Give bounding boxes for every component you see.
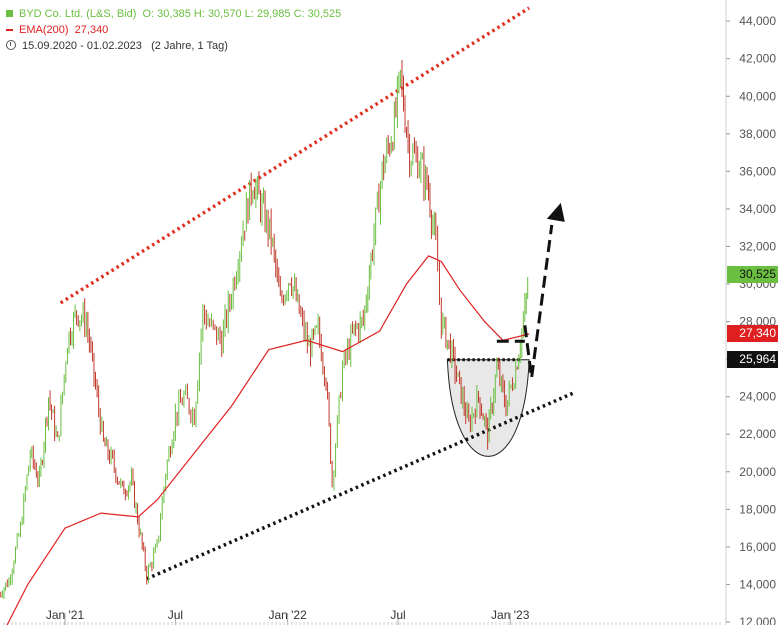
y-tick-label: 24,000 [739, 390, 776, 404]
chart-legend: BYD Co. Ltd. (L&S, Bid) O: 30,385 H: 30,… [6, 6, 341, 54]
y-tick-label: 36,000 [739, 164, 776, 178]
y-tick-label: 16,000 [739, 540, 776, 554]
projection-dashed-path [523, 224, 554, 379]
price-series [0, 59, 529, 599]
instrument-title: BYD Co. Ltd. (L&S, Bid) [19, 8, 137, 20]
y-tick-label: 14,000 [739, 577, 776, 591]
x-tick-label: Jul [390, 608, 405, 622]
pattern-overlays [59, 6, 575, 581]
cup-pattern-shape [446, 359, 530, 457]
y-tick-label: 22,000 [739, 427, 776, 441]
y-tick-label: 42,000 [739, 52, 776, 66]
y-tick-label: 34,000 [739, 202, 776, 216]
y-tick-label: 18,000 [739, 502, 776, 516]
range-note: (2 Jahre, 1 Tag) [151, 40, 228, 52]
clock-icon [6, 40, 16, 50]
last-price-badge: 30,525 [727, 265, 778, 283]
x-tick-label: Jan '21 [46, 608, 85, 622]
ohlc-values: O: 30,385 H: 30,570 L: 29,985 C: 30,525 [142, 8, 342, 20]
y-tick-label: 12,000 [739, 615, 776, 625]
y-tick-label: 40,000 [739, 89, 776, 103]
y-tick-label: 28,000 [739, 315, 776, 329]
ema-label: EMA(200) [19, 24, 69, 36]
projection-arrows [496, 202, 565, 379]
arrowhead-icon [546, 202, 565, 222]
x-axis: Jan '21 Jul Jan '22 Jul Jan '23 [3, 608, 721, 625]
y-tick-label: 44,000 [739, 14, 776, 28]
ema-value: 27,340 [74, 24, 109, 36]
ema-line-icon [6, 29, 13, 32]
y-tick-label: 32,000 [739, 239, 776, 253]
y-tick-label: 20,000 [739, 465, 776, 479]
ema-badge: 27,340 [727, 325, 778, 343]
y-tick-label: 38,000 [739, 127, 776, 141]
ema-200-line [6, 255, 530, 625]
up-swatch-icon [6, 10, 13, 17]
support-trendline [146, 391, 575, 581]
level-badge: 25,964 [727, 351, 778, 369]
ema-series [6, 255, 530, 625]
x-tick-label: Jan '23 [491, 608, 530, 622]
x-tick-label: Jan '22 [268, 608, 307, 622]
resistance-trendline [59, 6, 531, 305]
x-tick-label: Jul [168, 608, 183, 622]
y-axis: 12,000 14,000 16,000 18,000 20,000 22,000 24,0… [725, 0, 776, 625]
date-range: 15.09.2020 - 01.02.2023 [22, 40, 142, 52]
